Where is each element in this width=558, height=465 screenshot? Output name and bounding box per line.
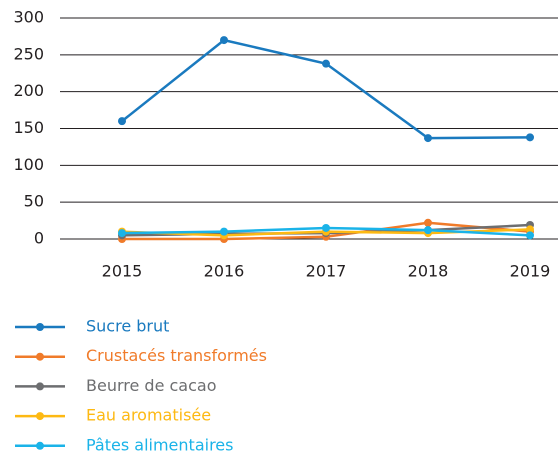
y-tick-label: 300: [13, 8, 44, 27]
point: [322, 59, 330, 68]
point: [526, 225, 534, 234]
x-tick-label: 2016: [204, 262, 245, 281]
legend-marker: [36, 352, 44, 361]
x-tick-label: 2017: [306, 262, 347, 281]
legend-label: Crustacés transformés: [86, 346, 267, 365]
x-tick-label: 2018: [408, 262, 449, 281]
y-tick-label: 0: [34, 229, 44, 248]
legend-label: Pâtes alimentaires: [86, 435, 233, 454]
y-tick-label: 200: [13, 81, 44, 100]
point: [424, 226, 432, 235]
point: [220, 227, 228, 236]
y-tick-label: 100: [13, 155, 44, 174]
legend-marker: [36, 382, 44, 391]
point: [526, 231, 534, 240]
point: [220, 36, 228, 45]
legend-marker: [36, 323, 44, 331]
point: [118, 117, 126, 126]
point: [424, 218, 432, 227]
legend-label: Beurre de cacao: [86, 376, 217, 395]
point: [424, 134, 432, 143]
legend-label: Eau aromatisée: [86, 406, 211, 425]
x-tick-label: 2019: [510, 262, 551, 281]
y-tick-label: 50: [24, 192, 44, 211]
legend-label: Sucre brut: [86, 317, 169, 336]
y-tick-label: 150: [13, 118, 44, 137]
point: [322, 223, 330, 232]
point: [526, 133, 534, 142]
legend-marker: [36, 441, 44, 450]
y-tick-label: 250: [13, 44, 44, 63]
x-tick-label: 2015: [102, 262, 143, 281]
legend-marker: [36, 412, 44, 421]
point: [118, 229, 126, 238]
